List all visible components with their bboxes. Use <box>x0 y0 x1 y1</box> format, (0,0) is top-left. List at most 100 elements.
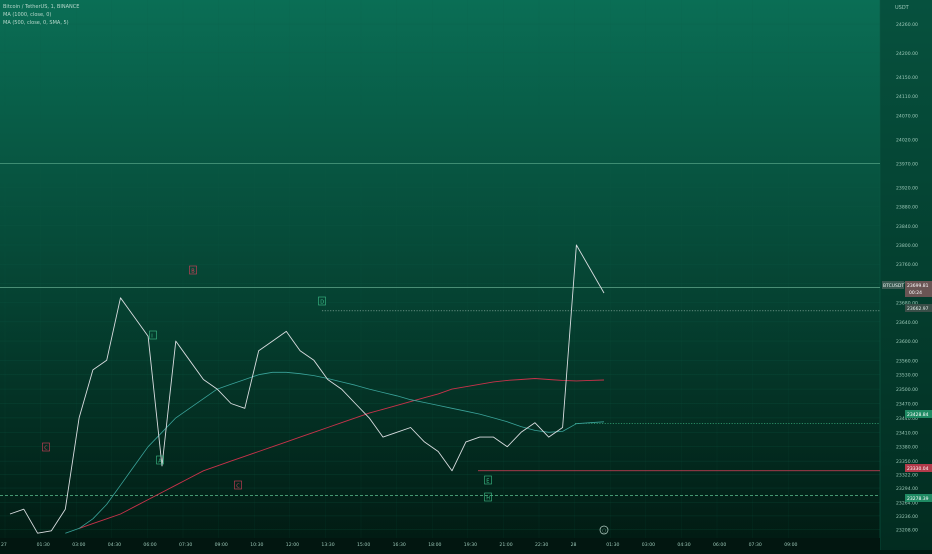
y-tick-label: 24070.00 <box>896 113 918 119</box>
x-tick-label: 06:00 <box>143 542 156 548</box>
level2-box <box>905 410 932 418</box>
y-tick-label: 23410.00 <box>896 430 918 436</box>
x-tick-label: 01:30 <box>606 542 619 548</box>
wave-label: B <box>191 269 195 275</box>
series-line <box>9 244 605 534</box>
y-tick-label: 23530.00 <box>896 373 918 379</box>
legend-symbol[interactable]: Bitcoin / TetherUS, 1, BINANCE <box>3 4 80 10</box>
time-axis-bg <box>0 538 880 550</box>
level3-box <box>905 464 932 472</box>
wave-label-box <box>149 330 157 340</box>
x-tick-label: 03:00 <box>72 542 85 548</box>
y-tick-label: 24150.00 <box>896 75 918 81</box>
wave-labels: C A I B C D E H <box>42 265 492 502</box>
countdown: 00:24 <box>909 290 922 296</box>
price-tags: BTCUSDT 23699.81 00:24 23662.97 23428.84… <box>882 281 932 502</box>
x-tick-label: 16:30 <box>393 542 406 548</box>
symbol-tag-box <box>882 281 904 289</box>
y-tick-label: 24260.00 <box>896 22 918 28</box>
x-tick-label: 04:30 <box>677 542 690 548</box>
y-tick-label: 24110.00 <box>896 94 918 100</box>
x-tick-label: 27 <box>1 542 7 548</box>
level2-price: 23428.84 <box>907 412 929 418</box>
timezone-icon[interactable]: ◌ <box>599 525 609 535</box>
y-tick-label: 23640.00 <box>896 320 918 326</box>
level4-price: 23278.39 <box>907 496 929 502</box>
wave-label: H <box>486 496 490 502</box>
svg-text:◌: ◌ <box>602 528 606 534</box>
y-tick-label: 23380.00 <box>896 445 918 451</box>
y-tick-label: 23470.00 <box>896 402 918 408</box>
level1-price: 23662.97 <box>907 306 929 312</box>
wave-label: E <box>486 479 489 485</box>
y-tick-label: 24200.00 <box>896 51 918 57</box>
x-tick-label: 04:30 <box>108 542 121 548</box>
x-tick-label: 18:00 <box>428 542 441 548</box>
y-tick-label: 23680.00 <box>896 301 918 307</box>
x-tick-label: 28 <box>571 542 577 548</box>
x-tick-label: 21:00 <box>499 542 512 548</box>
x-tick-label: 19:30 <box>464 542 477 548</box>
series-line <box>78 378 605 529</box>
x-tick-label: 06:00 <box>713 542 726 548</box>
y-tick-label: 23236.00 <box>896 514 918 520</box>
wave-label: C <box>44 446 48 452</box>
series-line <box>65 371 605 534</box>
wave-label: A <box>158 459 162 465</box>
wave-label: D <box>320 300 324 306</box>
y-tick-label: 23970.00 <box>896 161 918 167</box>
y-tick-label: 23920.00 <box>896 185 918 191</box>
time-axis[interactable]: 27 01:30 03:00 04:30 06:00 07:30 09:00 10:30 12:… <box>0 538 880 550</box>
x-tick-label: 15:00 <box>357 542 370 548</box>
axis-currency-label: USDT <box>895 5 910 11</box>
wave-label-box <box>484 492 492 502</box>
x-tick-label: 07:30 <box>179 542 192 548</box>
y-tick-label: 23840.00 <box>896 224 918 230</box>
price-series <box>9 244 605 534</box>
wave-label-box <box>189 265 197 275</box>
y-tick-label: 23760.00 <box>896 262 918 268</box>
x-tick-label: 22:30 <box>535 542 548 548</box>
ma-1000-line <box>78 378 605 529</box>
price-axis-panel <box>880 0 932 550</box>
level4-box <box>905 494 932 502</box>
x-tick-label: 10:30 <box>250 542 263 548</box>
legend-ma1000[interactable]: MA (1000, close, 0) <box>3 12 52 18</box>
x-tick-label: 13:30 <box>321 542 334 548</box>
wave-label-box <box>234 480 242 490</box>
level1-box <box>905 304 932 312</box>
wave-label-box <box>156 455 164 465</box>
last-price-box <box>905 281 932 297</box>
chart-legend: Bitcoin / TetherUS, 1, BINANCE MA (1000,… <box>3 3 79 27</box>
ma-500-line <box>65 371 605 534</box>
last-price: 23699.81 <box>907 283 929 289</box>
legend-ma500[interactable]: MA (500, close, 0, SMA, 5) <box>3 20 69 26</box>
y-tick-label: 23560.00 <box>896 358 918 364</box>
y-tick-label: 23440.00 <box>896 416 918 422</box>
x-tick-label: 07:30 <box>749 542 762 548</box>
wave-label: C <box>236 484 240 490</box>
y-tick-label: 23294.00 <box>896 486 918 492</box>
y-tick-label: 24020.00 <box>896 137 918 143</box>
x-tick-label: 01:30 <box>37 542 50 548</box>
symbol-tag: BTCUSDT <box>883 283 904 289</box>
wave-label: I <box>151 334 152 340</box>
horizontal-levels <box>0 163 880 496</box>
y-tick-label: 23208.00 <box>896 527 918 533</box>
level3-price: 23330.04 <box>907 466 929 472</box>
y-tick-label: 23322.00 <box>896 473 918 479</box>
y-tick-label: 23600.00 <box>896 339 918 345</box>
y-tick-label: 23500.00 <box>896 387 918 393</box>
x-tick-label: 12:00 <box>286 542 299 548</box>
y-tick-label: 23350.00 <box>896 459 918 465</box>
wave-label-box <box>484 475 492 485</box>
y-tick-label: 23800.00 <box>896 243 918 249</box>
x-tick-label: 09:00 <box>215 542 228 548</box>
x-tick-label: 09:00 <box>784 542 797 548</box>
y-tick-label: 23264.00 <box>896 500 918 506</box>
y-tick-label: 23880.00 <box>896 205 918 211</box>
x-tick-label: 03:00 <box>642 542 655 548</box>
